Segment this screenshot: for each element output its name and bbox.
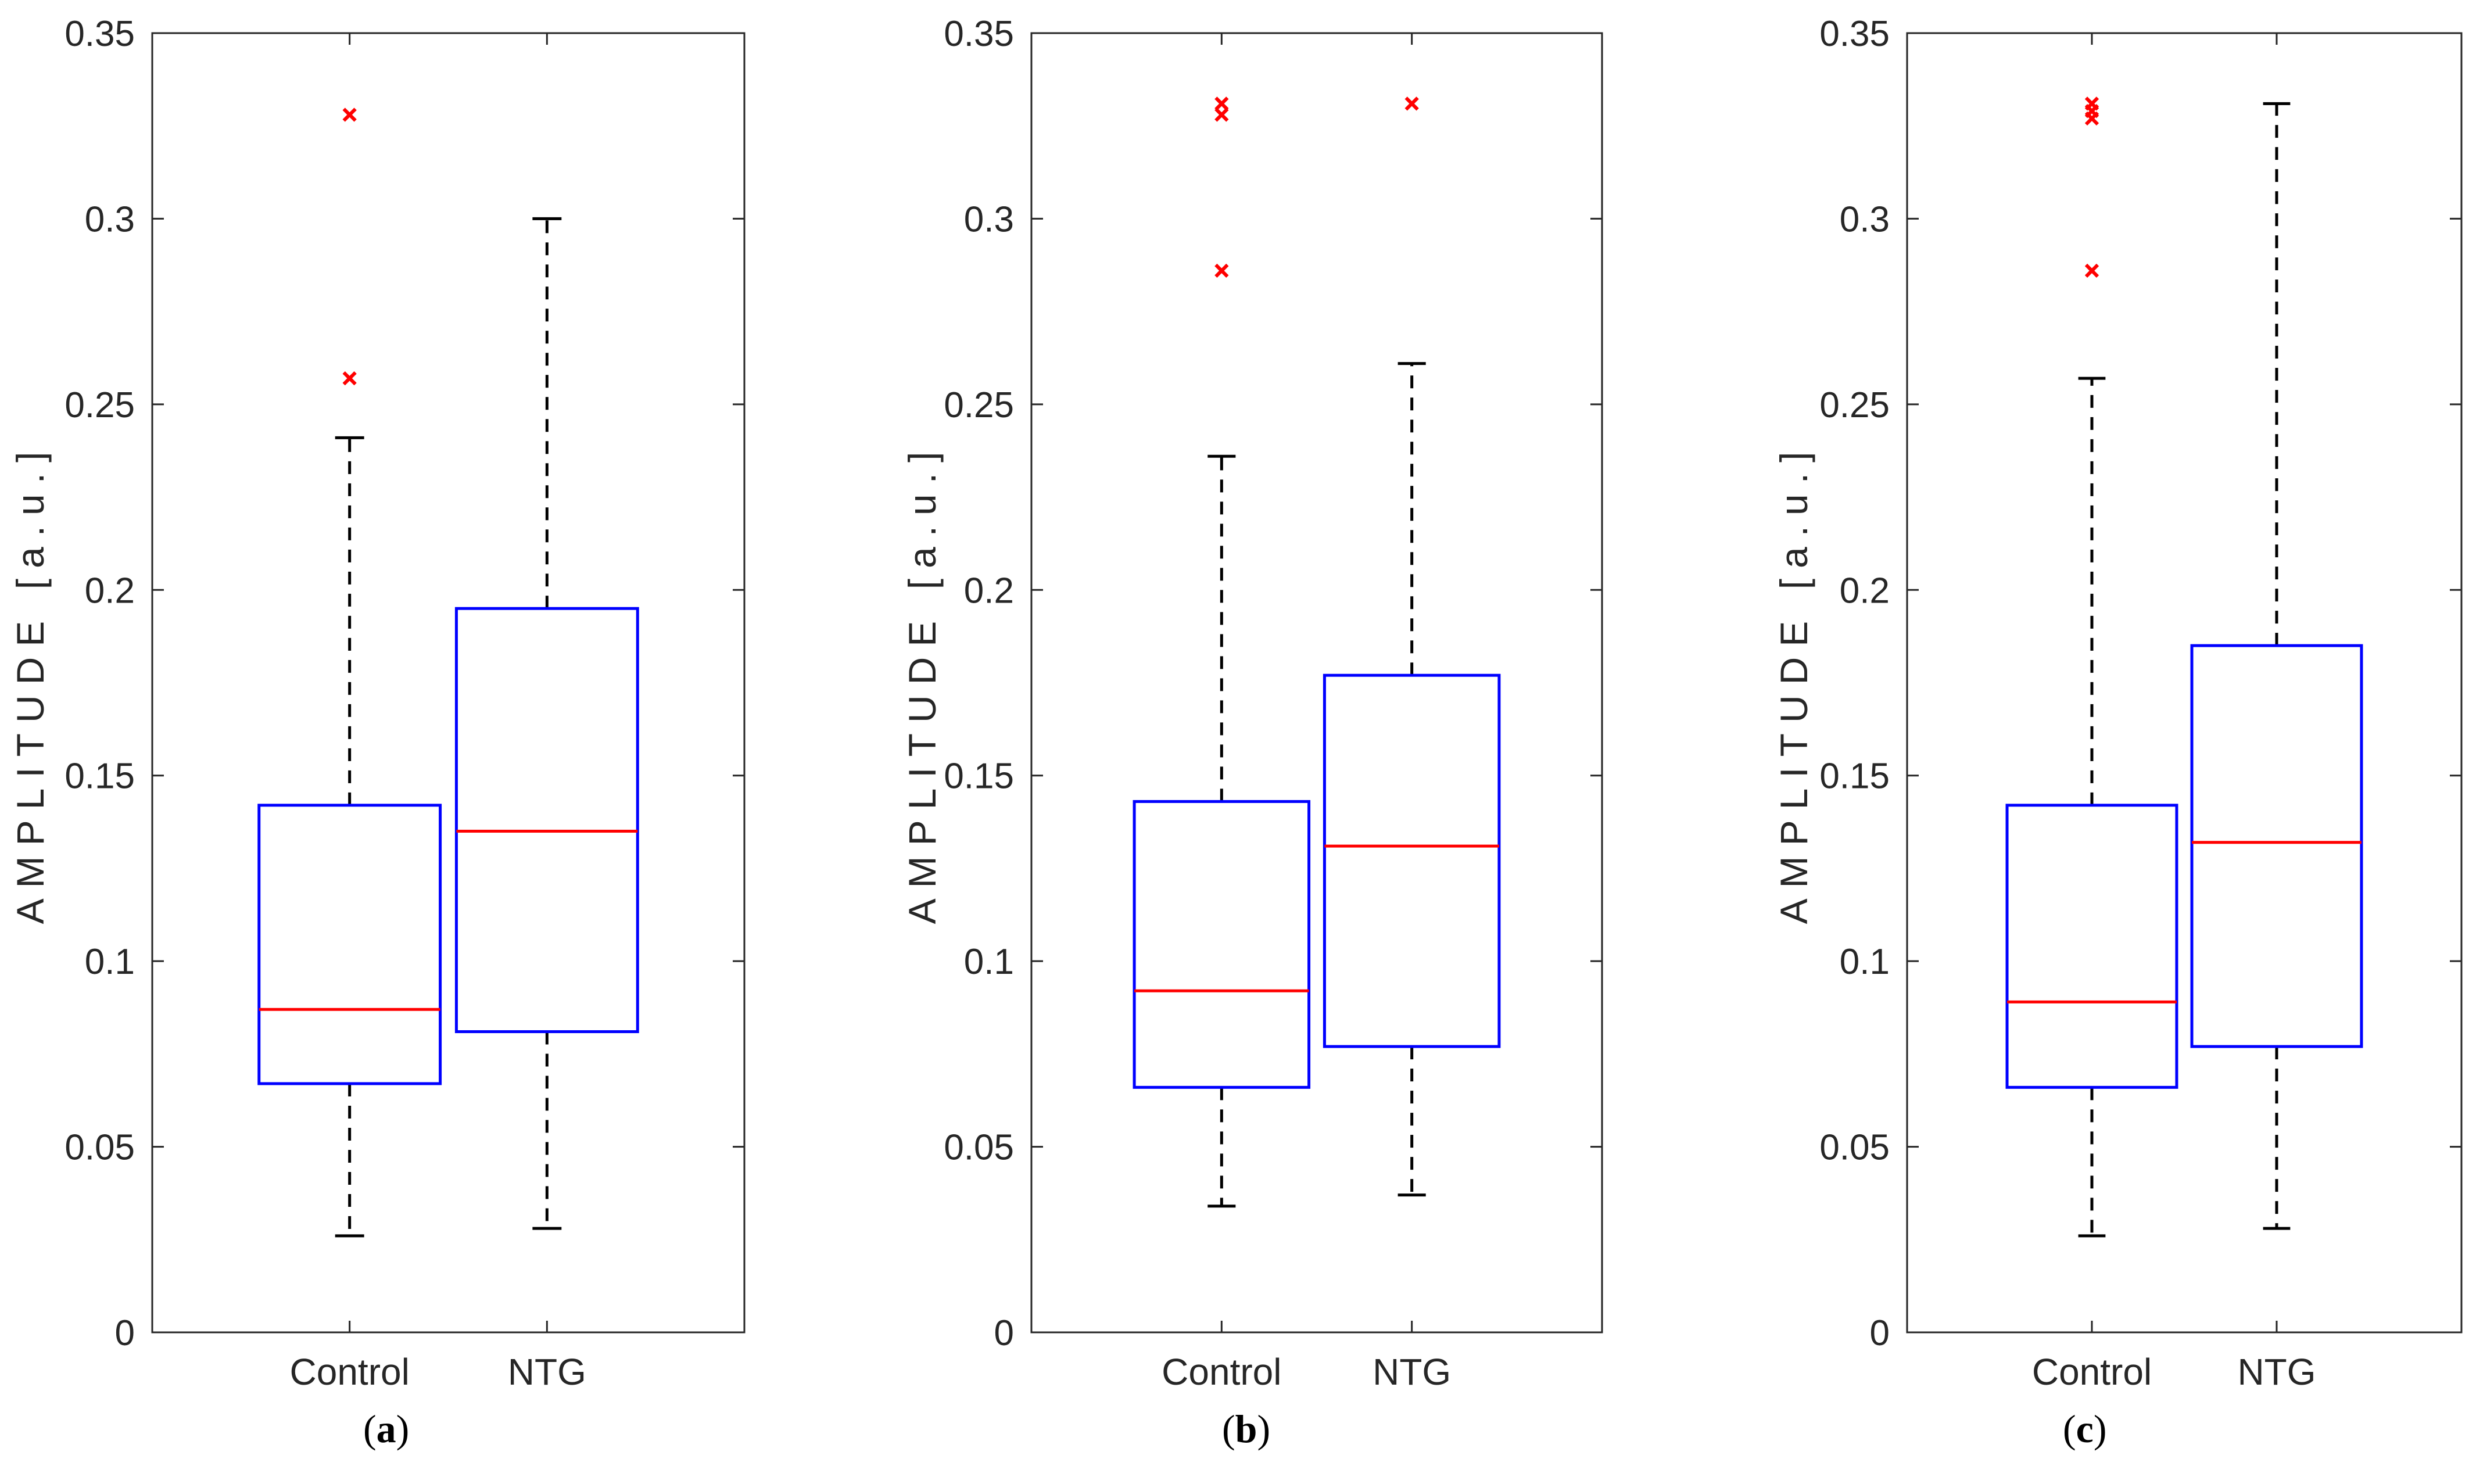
panel-a-ytick-label: 0.3 <box>85 199 135 239</box>
panel-c-ytick-label: 0.35 <box>1819 14 1890 54</box>
panel-b-ylabel: AMPLITUDE [a.u.] <box>901 442 944 924</box>
panel-c-ntg-box <box>2190 644 2363 1048</box>
panel-b-control-outlier <box>1214 96 1229 111</box>
panel-a-ytick-label: 0.05 <box>64 1128 135 1168</box>
panel-c-control-outlier <box>2084 263 2099 278</box>
panel-b-ytick-label: 0.1 <box>964 942 1014 982</box>
panel-c-ytick-label: 0.25 <box>1819 385 1890 425</box>
panel-b-ytick-label: 0.2 <box>964 571 1014 611</box>
panel-b-category-label: Control <box>1162 1351 1281 1393</box>
panel-b-ntg-box <box>1323 673 1501 1048</box>
panel-a-control-outlier <box>342 107 357 122</box>
panel-c-category-label: Control <box>2032 1351 2152 1393</box>
panel-c-ytick-label: 0.15 <box>1819 757 1890 797</box>
panel-b-ytick-label: 0.15 <box>944 757 1014 797</box>
panel-b-control-outlier <box>1214 263 1229 278</box>
panel-a-ytick-label: 0.2 <box>85 571 135 611</box>
panel-b-ytick-label: 0.3 <box>964 199 1014 239</box>
panel-a-category-label: Control <box>290 1351 410 1393</box>
panel-a-ytick-label: 0.25 <box>64 385 135 425</box>
panel-c-ytick-label: 0.2 <box>1840 571 1890 611</box>
panel-a-category-label: NTG <box>508 1351 586 1393</box>
panel-a-control-box <box>257 804 442 1085</box>
panel-b-control-box <box>1133 800 1311 1089</box>
panel-c-control-box <box>2005 804 2178 1089</box>
panel-c-category-label: NTG <box>2237 1351 2316 1393</box>
panel-c-axes-frame <box>1906 32 2463 1334</box>
panel-b-control-outlier <box>1214 107 1229 122</box>
panel-c-ylabel: AMPLITUDE [a.u.] <box>1772 442 1815 924</box>
panel-a-ytick-label: 0 <box>115 1313 135 1353</box>
panel-b-ytick-label: 0 <box>994 1313 1014 1353</box>
panel-c-ytick-label: 0.1 <box>1840 942 1890 982</box>
panel-b-category-label: NTG <box>1373 1351 1451 1393</box>
panel-caption-a: (a) <box>363 1407 410 1451</box>
panel-caption-b: (b) <box>1222 1407 1271 1451</box>
panel-a-ntg-box <box>454 607 639 1034</box>
panel-a-ylabel: AMPLITUDE [a.u.] <box>9 442 52 924</box>
panel-a-control-outlier <box>342 371 357 386</box>
panel-c-control-outlier <box>2084 96 2099 111</box>
panel-c-ytick-label: 0 <box>1870 1313 1890 1353</box>
panel-b-ntg-outlier <box>1404 96 1419 111</box>
panel-b-ytick-label: 0.25 <box>944 385 1014 425</box>
panel-a-ytick-label: 0.1 <box>85 942 135 982</box>
panel-b-ytick-label: 0.35 <box>944 14 1014 54</box>
panel-b-ytick-label: 0.05 <box>944 1128 1014 1168</box>
panel-a-axes-frame <box>151 32 746 1334</box>
panel-c-ytick-label: 0.05 <box>1819 1128 1890 1168</box>
panel-c-ytick-label: 0.3 <box>1840 199 1890 239</box>
panel-a-ytick-label: 0.15 <box>64 757 135 797</box>
panel-caption-c: (c) <box>2063 1407 2107 1451</box>
panel-b-axes-frame <box>1030 32 1603 1334</box>
panel-a-ytick-label: 0.35 <box>64 14 135 54</box>
